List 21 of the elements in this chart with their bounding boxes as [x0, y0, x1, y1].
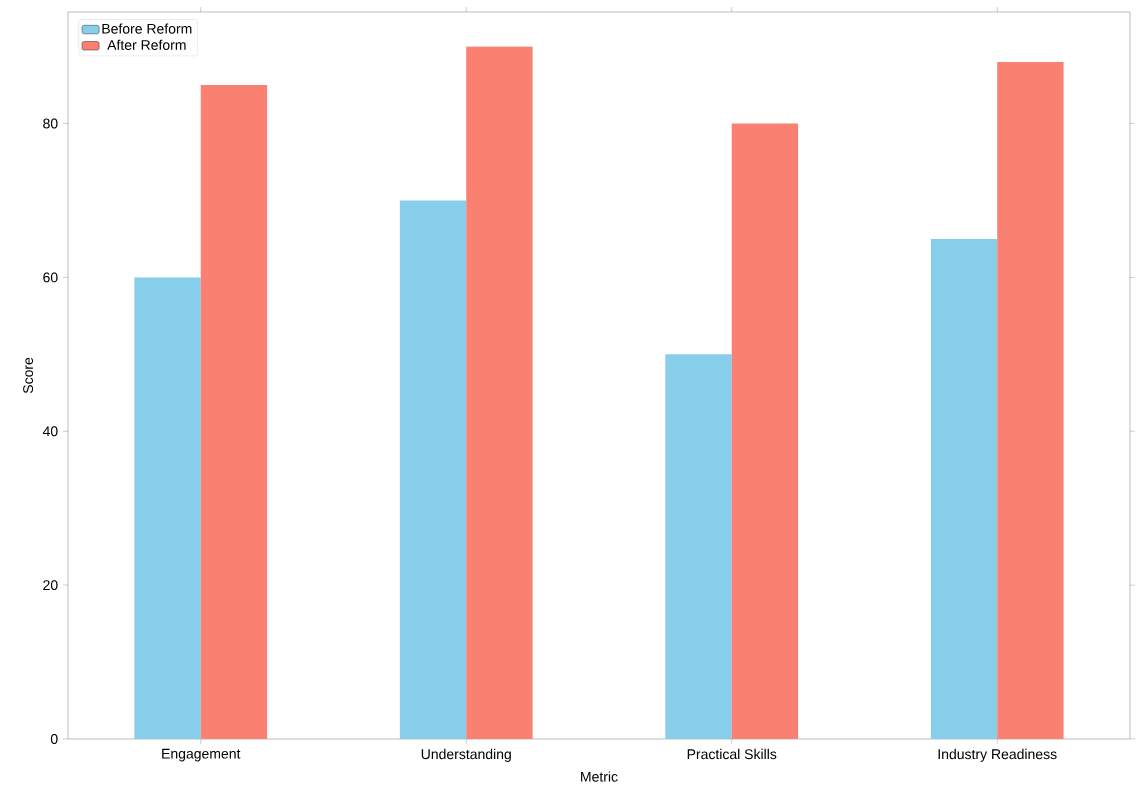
- x-tick-label: Practical Skills: [687, 748, 777, 760]
- x-tick-label: Industry Readiness: [938, 748, 1057, 762]
- bar: [466, 46, 533, 739]
- bar: [930, 238, 998, 739]
- bar: [731, 123, 799, 739]
- y-tick-label: 40: [42, 426, 58, 437]
- bar: [665, 354, 732, 739]
- x-axis-title: Metric: [581, 771, 618, 782]
- bar: [134, 277, 201, 739]
- bar: [200, 85, 268, 739]
- y-tick-label: 60: [43, 272, 58, 283]
- x-tick-label: Understanding: [421, 748, 511, 762]
- legend-label: Before Reform: [102, 23, 192, 34]
- bar: [399, 200, 467, 739]
- bar: [997, 61, 1064, 739]
- y-axis-title: Score: [23, 357, 34, 394]
- y-tick-label: 80: [43, 118, 58, 129]
- legend-label: After Reform: [107, 39, 186, 50]
- x-tick-label: Engagement: [162, 748, 241, 762]
- y-tick-label: 20: [43, 580, 58, 591]
- y-tick-label: 0: [50, 734, 58, 744]
